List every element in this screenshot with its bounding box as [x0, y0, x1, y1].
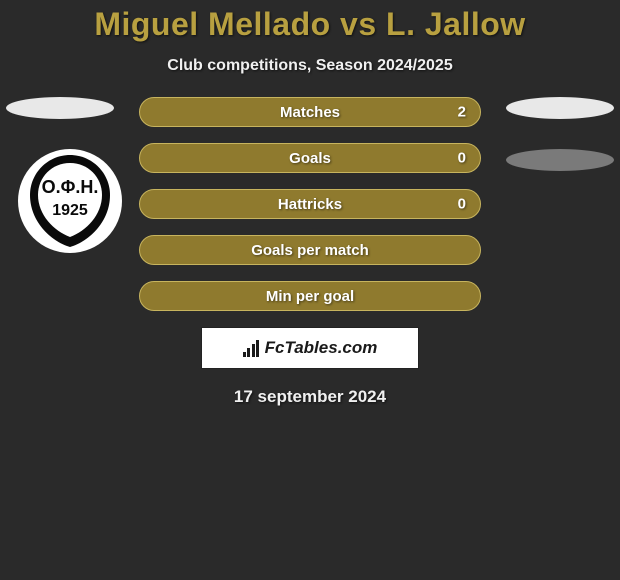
right-player-slot-1 [506, 97, 614, 119]
brand-box: FcTables.com [201, 327, 419, 369]
stat-label: Matches [280, 104, 340, 121]
date-text: 17 september 2024 [0, 387, 620, 407]
left-player-slot [6, 97, 114, 119]
comparison-panel: Ο.Φ.Η. 1925 Matches 2 Goals 0 Hattricks … [0, 97, 620, 407]
badge-text-year: 1925 [52, 202, 88, 219]
stats-rows: Matches 2 Goals 0 Hattricks 0 Goals per … [139, 97, 481, 311]
stat-label: Hattricks [278, 196, 342, 213]
club-badge-left: Ο.Φ.Η. 1925 [18, 149, 122, 253]
badge-text-top: Ο.Φ.Η. [42, 177, 99, 197]
stat-row-goals-per-match: Goals per match [139, 235, 481, 265]
stat-value: 2 [458, 104, 466, 121]
page-title: Miguel Mellado vs L. Jallow [0, 0, 620, 43]
brand-text: FcTables.com [265, 338, 378, 358]
stat-row-matches: Matches 2 [139, 97, 481, 127]
stat-row-hattricks: Hattricks 0 [139, 189, 481, 219]
stat-label: Min per goal [266, 288, 354, 305]
right-player-slot-2 [506, 149, 614, 171]
stat-value: 0 [458, 150, 466, 167]
stat-label: Goals [289, 150, 331, 167]
stat-label: Goals per match [251, 242, 369, 259]
stat-row-goals: Goals 0 [139, 143, 481, 173]
subtitle: Club competitions, Season 2024/2025 [0, 57, 620, 75]
bar-chart-icon [243, 339, 261, 357]
stat-value: 0 [458, 196, 466, 213]
stat-row-min-per-goal: Min per goal [139, 281, 481, 311]
